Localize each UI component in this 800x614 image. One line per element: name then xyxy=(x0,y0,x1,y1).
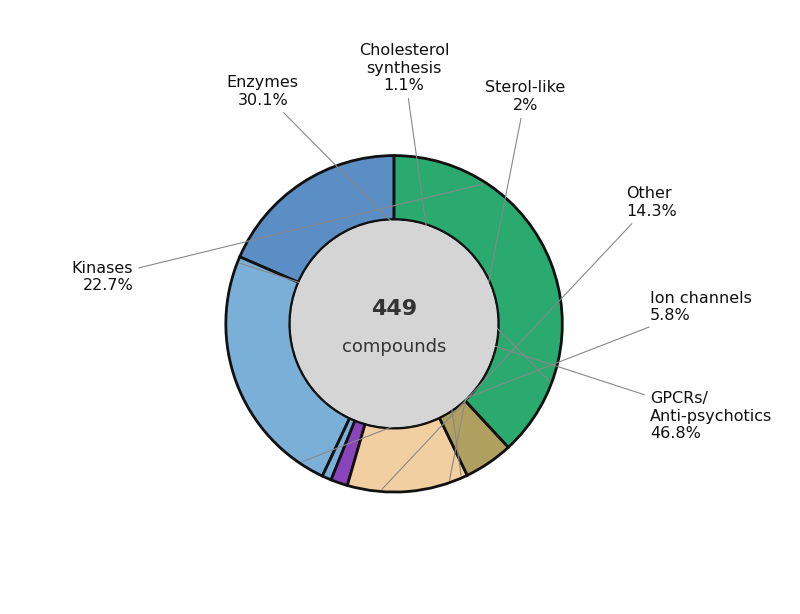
Wedge shape xyxy=(394,155,562,447)
Text: Cholesterol
synthesis
1.1%: Cholesterol synthesis 1.1% xyxy=(359,43,461,475)
Text: Enzymes
30.1%: Enzymes 30.1% xyxy=(227,76,550,381)
Text: Kinases
22.7%: Kinases 22.7% xyxy=(72,184,484,293)
Wedge shape xyxy=(240,155,394,282)
Wedge shape xyxy=(226,257,350,476)
Text: compounds: compounds xyxy=(342,338,446,356)
Text: Sterol-like
2%: Sterol-like 2% xyxy=(450,80,566,480)
Text: Other
14.3%: Other 14.3% xyxy=(382,187,677,489)
Circle shape xyxy=(291,221,497,427)
Wedge shape xyxy=(439,400,508,475)
Wedge shape xyxy=(331,421,365,486)
Wedge shape xyxy=(322,418,355,480)
Text: GPCRs/
Anti-psychotics
46.8%: GPCRs/ Anti-psychotics 46.8% xyxy=(240,263,772,441)
Wedge shape xyxy=(347,418,467,492)
Text: Ion channels
5.8%: Ion channels 5.8% xyxy=(302,291,752,462)
Text: 449: 449 xyxy=(371,298,417,319)
